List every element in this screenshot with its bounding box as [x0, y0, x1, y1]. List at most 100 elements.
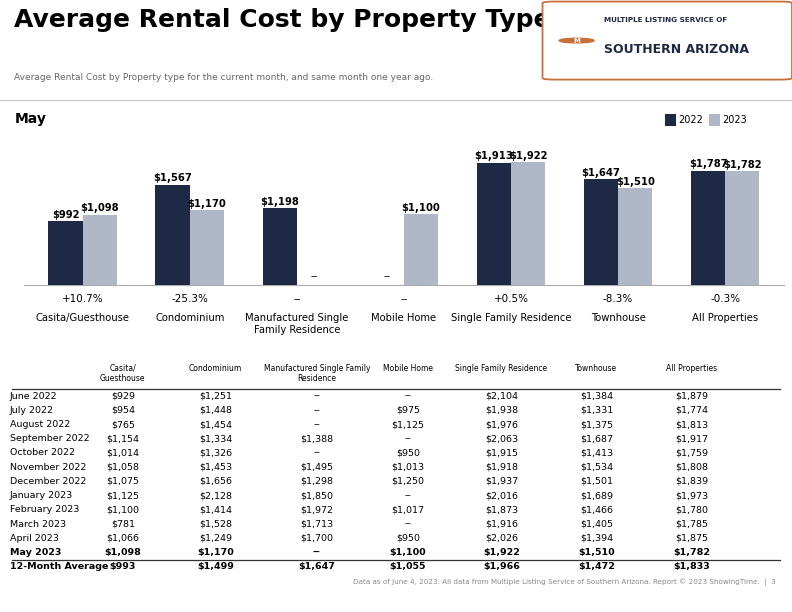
Text: $1,448: $1,448 — [199, 406, 232, 415]
Text: --: -- — [405, 392, 411, 401]
Text: $950: $950 — [396, 534, 420, 543]
Bar — [511, 162, 545, 285]
Text: $1,782: $1,782 — [673, 548, 710, 557]
Text: $1,528: $1,528 — [199, 520, 232, 529]
Text: June 2022: June 2022 — [10, 392, 57, 401]
Text: 12-Month Average: 12-Month Average — [10, 562, 108, 571]
Text: $1,510: $1,510 — [616, 177, 655, 187]
Text: $1,100: $1,100 — [390, 548, 426, 557]
Text: $1,873: $1,873 — [485, 506, 518, 514]
Text: --: -- — [313, 548, 321, 557]
Text: --: -- — [400, 294, 408, 304]
Text: -8.3%: -8.3% — [603, 294, 634, 304]
Text: --: -- — [314, 392, 320, 401]
Text: $1,017: $1,017 — [391, 506, 425, 514]
Text: $1,250: $1,250 — [391, 477, 425, 486]
Text: --: -- — [314, 449, 320, 457]
Text: Casita/
Guesthouse: Casita/ Guesthouse — [100, 364, 146, 383]
Bar — [709, 114, 720, 126]
Text: $1,833: $1,833 — [673, 562, 710, 571]
Text: $2,128: $2,128 — [199, 491, 232, 500]
Text: $1,534: $1,534 — [580, 463, 613, 472]
Text: $1,922: $1,922 — [483, 548, 520, 557]
Text: $1,966: $1,966 — [483, 562, 520, 571]
Text: $1,915: $1,915 — [485, 449, 518, 457]
Text: All Properties: All Properties — [692, 313, 758, 323]
Text: $929: $929 — [111, 392, 135, 401]
Text: --: -- — [383, 271, 390, 281]
Text: $1,813: $1,813 — [675, 420, 708, 429]
Text: October 2022: October 2022 — [10, 449, 74, 457]
Text: Mobile Home: Mobile Home — [371, 313, 436, 323]
Text: $1,499: $1,499 — [197, 562, 234, 571]
Text: $1,251: $1,251 — [199, 392, 232, 401]
Text: $1,466: $1,466 — [580, 506, 613, 514]
Text: $1,937: $1,937 — [485, 477, 518, 486]
Text: $2,016: $2,016 — [485, 491, 518, 500]
Text: Townhouse: Townhouse — [575, 364, 618, 373]
Text: August 2022: August 2022 — [10, 420, 70, 429]
Text: $1,013: $1,013 — [391, 463, 425, 472]
Bar — [82, 215, 117, 285]
Text: $1,066: $1,066 — [106, 534, 139, 543]
Text: $1,787: $1,787 — [689, 159, 727, 170]
Bar — [155, 185, 190, 285]
Text: $1,973: $1,973 — [675, 491, 708, 500]
Text: $1,913: $1,913 — [474, 151, 513, 161]
Text: February 2023: February 2023 — [10, 506, 79, 514]
Text: $1,879: $1,879 — [675, 392, 708, 401]
Text: Data as of June 4, 2023. All data from Multiple Listing Service of Southern Ariz: Data as of June 4, 2023. All data from M… — [353, 579, 776, 586]
Text: $1,125: $1,125 — [106, 491, 139, 500]
Text: $781: $781 — [111, 520, 135, 529]
Text: --: -- — [405, 491, 411, 500]
Circle shape — [559, 39, 594, 43]
Text: $1,170: $1,170 — [188, 199, 227, 209]
Text: $1,510: $1,510 — [578, 548, 615, 557]
Text: $1,075: $1,075 — [106, 477, 139, 486]
Text: $1,938: $1,938 — [485, 406, 518, 415]
Text: $1,501: $1,501 — [580, 477, 613, 486]
Bar — [725, 171, 760, 285]
Text: $1,972: $1,972 — [300, 506, 333, 514]
Text: --: -- — [293, 294, 301, 304]
Bar — [477, 163, 511, 285]
Text: $1,405: $1,405 — [580, 520, 613, 529]
Text: Condominium: Condominium — [155, 313, 224, 323]
Text: $992: $992 — [51, 210, 79, 220]
Text: Townhouse: Townhouse — [591, 313, 645, 323]
Text: $1,567: $1,567 — [153, 173, 192, 184]
Text: $1,125: $1,125 — [391, 420, 425, 429]
Bar — [665, 114, 676, 126]
Bar — [404, 214, 438, 285]
Text: Condominium: Condominium — [188, 364, 242, 373]
Text: $1,647: $1,647 — [299, 562, 335, 571]
FancyBboxPatch shape — [543, 2, 792, 80]
Text: $1,785: $1,785 — [675, 520, 708, 529]
Text: May: May — [14, 112, 46, 126]
Text: $1,375: $1,375 — [580, 420, 613, 429]
Text: $1,782: $1,782 — [723, 160, 762, 170]
Text: December 2022: December 2022 — [10, 477, 86, 486]
Text: $1,713: $1,713 — [300, 520, 333, 529]
Text: $1,454: $1,454 — [199, 420, 232, 429]
Bar — [263, 208, 297, 285]
Bar — [190, 210, 224, 285]
Text: $1,388: $1,388 — [300, 435, 333, 443]
Text: $1,875: $1,875 — [675, 534, 708, 543]
Text: Single Family Residence: Single Family Residence — [455, 364, 547, 373]
Text: $1,495: $1,495 — [300, 463, 333, 472]
Text: --: -- — [405, 520, 411, 529]
Text: MULTIPLE LISTING SERVICE OF: MULTIPLE LISTING SERVICE OF — [604, 17, 727, 23]
Text: $1,100: $1,100 — [402, 203, 440, 213]
Text: $1,058: $1,058 — [106, 463, 139, 472]
Text: $993: $993 — [109, 562, 136, 571]
Text: $1,917: $1,917 — [675, 435, 708, 443]
Text: $1,687: $1,687 — [580, 435, 613, 443]
Text: $1,298: $1,298 — [300, 477, 333, 486]
Text: $1,414: $1,414 — [199, 506, 232, 514]
Text: $975: $975 — [396, 406, 420, 415]
Text: January 2023: January 2023 — [10, 491, 73, 500]
Text: $1,331: $1,331 — [580, 406, 613, 415]
Text: $1,976: $1,976 — [485, 420, 518, 429]
Text: $1,780: $1,780 — [675, 506, 708, 514]
